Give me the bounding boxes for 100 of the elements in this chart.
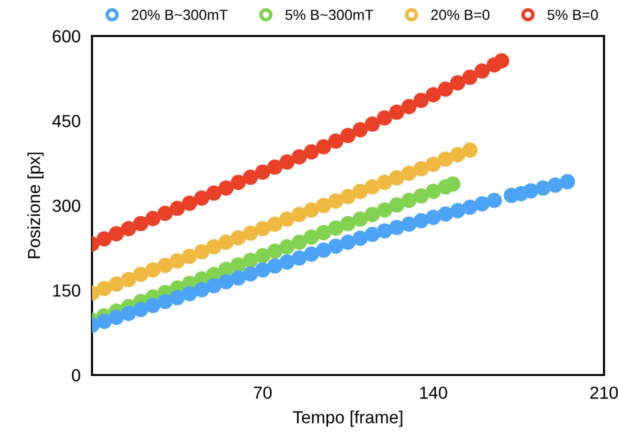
point bbox=[376, 110, 392, 126]
point bbox=[450, 147, 466, 162]
point bbox=[145, 298, 161, 314]
point bbox=[426, 184, 441, 199]
point bbox=[255, 248, 270, 264]
point bbox=[328, 238, 344, 254]
point bbox=[340, 128, 356, 144]
point bbox=[376, 174, 392, 190]
point bbox=[376, 202, 392, 218]
point bbox=[158, 206, 173, 222]
point bbox=[206, 278, 222, 294]
y-tick-label: 150 bbox=[53, 284, 80, 297]
point bbox=[328, 193, 344, 209]
point bbox=[438, 82, 454, 97]
point bbox=[316, 139, 332, 154]
point bbox=[255, 164, 270, 180]
point bbox=[389, 197, 404, 213]
point bbox=[414, 213, 429, 228]
point bbox=[145, 262, 161, 278]
point bbox=[230, 230, 246, 246]
point bbox=[267, 258, 282, 274]
point bbox=[230, 270, 246, 286]
point bbox=[389, 220, 404, 236]
point bbox=[304, 144, 320, 160]
point bbox=[230, 174, 246, 190]
point bbox=[133, 266, 148, 282]
point bbox=[108, 226, 124, 242]
point bbox=[158, 258, 173, 273]
point bbox=[242, 226, 258, 241]
point bbox=[194, 190, 210, 206]
point bbox=[462, 142, 478, 158]
point bbox=[364, 226, 380, 242]
point bbox=[401, 216, 417, 232]
point bbox=[548, 178, 563, 193]
point bbox=[218, 180, 234, 196]
point bbox=[352, 184, 368, 199]
point bbox=[462, 70, 478, 85]
point bbox=[438, 206, 454, 222]
point bbox=[401, 166, 417, 181]
point bbox=[96, 280, 112, 296]
point bbox=[304, 202, 320, 218]
x-tick-label: 70 bbox=[254, 386, 272, 399]
point bbox=[182, 286, 198, 302]
point bbox=[255, 262, 270, 278]
point bbox=[194, 244, 210, 260]
point bbox=[340, 234, 356, 250]
y-tick-label: 0 bbox=[72, 369, 80, 382]
point bbox=[267, 159, 282, 175]
point bbox=[535, 180, 551, 196]
point bbox=[316, 242, 332, 258]
x-tick-label: 210 bbox=[590, 386, 618, 399]
point bbox=[108, 276, 124, 292]
x-tick-label: 140 bbox=[420, 386, 448, 399]
point bbox=[182, 196, 198, 211]
point bbox=[426, 87, 441, 102]
point bbox=[414, 161, 429, 176]
point bbox=[414, 92, 429, 108]
legend-label: 5% B=0 bbox=[548, 10, 598, 20]
point bbox=[352, 122, 368, 138]
point bbox=[474, 63, 490, 79]
point bbox=[170, 290, 185, 306]
point bbox=[242, 266, 258, 282]
point bbox=[401, 99, 417, 114]
point bbox=[494, 53, 510, 68]
point bbox=[316, 225, 332, 240]
point bbox=[414, 188, 429, 204]
point bbox=[352, 211, 368, 227]
point bbox=[304, 246, 320, 262]
point bbox=[255, 221, 270, 236]
point bbox=[267, 244, 282, 259]
y-tick-label: 600 bbox=[52, 30, 80, 42]
point bbox=[462, 200, 478, 215]
point bbox=[242, 170, 258, 185]
point bbox=[560, 174, 576, 190]
point bbox=[158, 294, 173, 310]
point bbox=[133, 302, 148, 318]
y-axis-title: Posizione [px] bbox=[27, 152, 44, 258]
point bbox=[389, 104, 404, 120]
point bbox=[194, 282, 210, 298]
point bbox=[279, 154, 295, 170]
point bbox=[120, 272, 136, 288]
point bbox=[474, 196, 490, 212]
point bbox=[304, 230, 320, 245]
point bbox=[170, 253, 185, 268]
point bbox=[133, 216, 148, 232]
point bbox=[426, 156, 441, 172]
point bbox=[96, 314, 112, 329]
point bbox=[279, 254, 295, 270]
point bbox=[96, 231, 112, 246]
point bbox=[206, 185, 222, 201]
point bbox=[292, 234, 307, 250]
point bbox=[376, 223, 392, 239]
point bbox=[340, 216, 356, 232]
y-tick-label: 450 bbox=[52, 114, 80, 128]
point bbox=[182, 248, 198, 264]
point bbox=[292, 149, 307, 165]
point bbox=[218, 274, 234, 290]
y-tick-label: 300 bbox=[52, 200, 80, 212]
point bbox=[389, 170, 404, 186]
point bbox=[108, 310, 124, 325]
